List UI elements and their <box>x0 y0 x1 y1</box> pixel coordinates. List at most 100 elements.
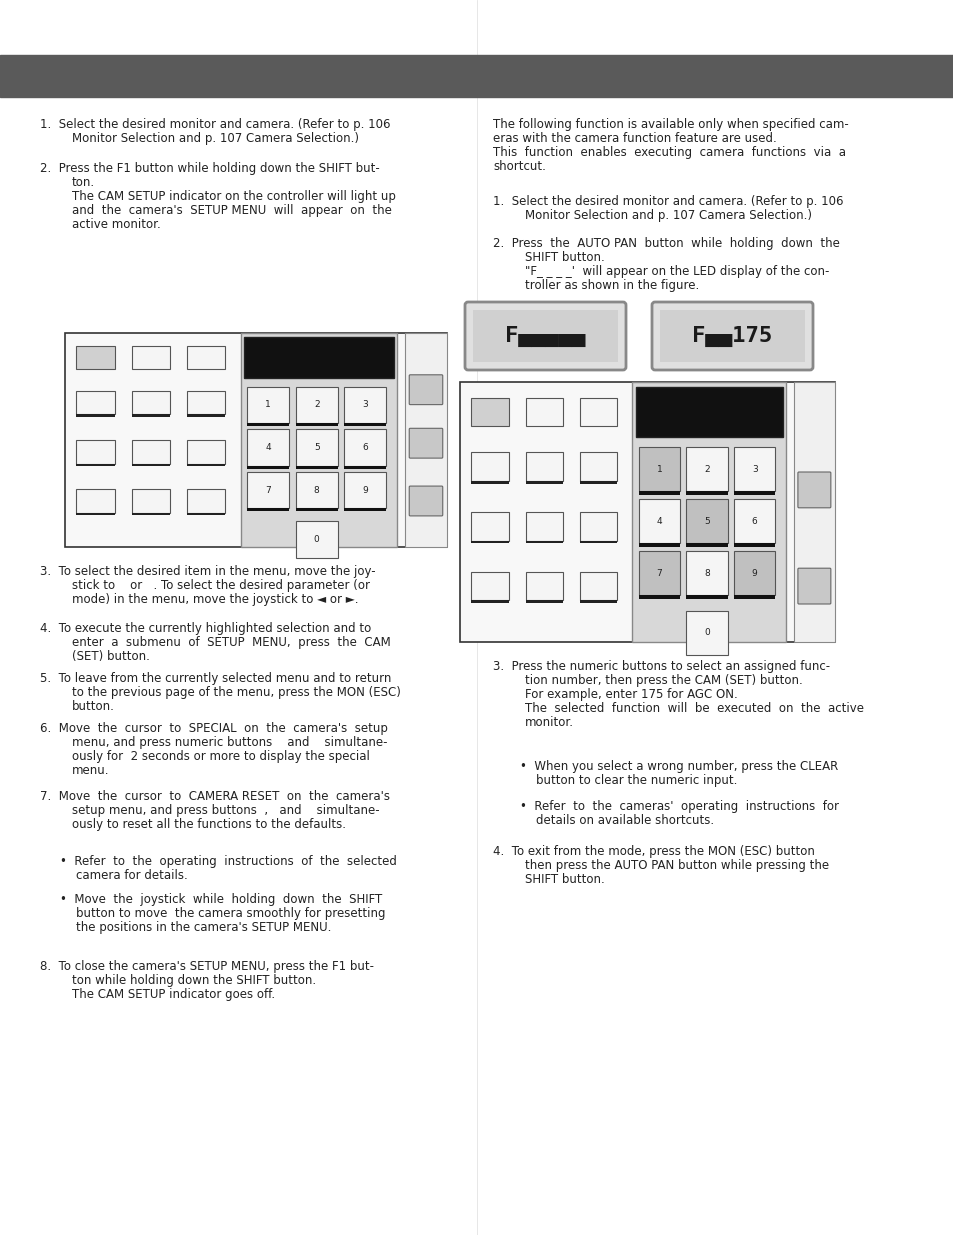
Text: eras with the camera function feature are used.: eras with the camera function feature ar… <box>493 132 776 144</box>
Bar <box>685 499 727 543</box>
Text: •  When you select a wrong number, press the CLEAR: • When you select a wrong number, press … <box>519 760 838 773</box>
Bar <box>132 390 170 414</box>
Bar <box>685 611 727 655</box>
Bar <box>579 513 617 541</box>
Bar <box>685 492 727 495</box>
Text: 2: 2 <box>703 464 709 473</box>
Text: The CAM SETUP indicator on the controller will light up: The CAM SETUP indicator on the controlle… <box>71 190 395 203</box>
FancyBboxPatch shape <box>409 374 442 405</box>
Bar <box>525 398 562 426</box>
Bar <box>579 541 617 543</box>
Bar <box>638 595 679 599</box>
Bar <box>733 499 775 543</box>
Bar <box>525 480 562 484</box>
Bar <box>733 543 775 547</box>
Bar <box>132 414 170 416</box>
Text: 4.  To exit from the mode, press the MON (ESC) button: 4. To exit from the mode, press the MON … <box>493 845 814 858</box>
Text: 8: 8 <box>703 568 709 578</box>
Text: button to move  the camera smoothly for presetting: button to move the camera smoothly for p… <box>76 906 385 920</box>
Text: 2.  Press  the  AUTO PAN  button  while  holding  down  the: 2. Press the AUTO PAN button while holdi… <box>493 237 839 249</box>
Bar <box>76 414 114 416</box>
Bar <box>525 572 562 600</box>
Bar <box>685 543 727 547</box>
Bar <box>132 346 170 369</box>
Text: 4.  To execute the currently highlighted selection and to: 4. To execute the currently highlighted … <box>40 622 371 635</box>
Text: •  Move  the  joystick  while  holding  down  the  SHIFT: • Move the joystick while holding down t… <box>60 893 382 906</box>
Bar <box>638 499 679 543</box>
Text: mode) in the menu, move the joystick to ◄ or ►.: mode) in the menu, move the joystick to … <box>71 593 358 606</box>
Text: The  selected  function  will  be  executed  on  the  active: The selected function will be executed o… <box>524 701 863 715</box>
Text: F▄▄175: F▄▄175 <box>692 326 772 347</box>
Bar <box>733 447 775 492</box>
Text: 5: 5 <box>703 516 709 526</box>
Bar <box>187 346 225 369</box>
Text: button.: button. <box>71 700 114 713</box>
Text: "F_ _ _ _'  will appear on the LED display of the con-: "F_ _ _ _' will appear on the LED displa… <box>524 266 828 278</box>
Bar <box>187 489 225 513</box>
Bar <box>240 333 396 547</box>
Text: then press the AUTO PAN button while pressing the: then press the AUTO PAN button while pre… <box>524 860 828 872</box>
Text: The following function is available only when specified cam-: The following function is available only… <box>493 119 848 131</box>
Bar <box>632 382 785 642</box>
Bar <box>132 489 170 513</box>
Bar <box>638 447 679 492</box>
Text: The CAM SETUP indicator goes off.: The CAM SETUP indicator goes off. <box>71 988 274 1002</box>
Bar <box>685 447 727 492</box>
Text: ously to reset all the functions to the defaults.: ously to reset all the functions to the … <box>71 818 346 831</box>
Bar <box>685 595 727 599</box>
Text: 1.  Select the desired monitor and camera. (Refer to p. 106: 1. Select the desired monitor and camera… <box>493 195 842 207</box>
Bar <box>638 551 679 595</box>
Text: 7: 7 <box>656 568 661 578</box>
Text: 6: 6 <box>751 516 757 526</box>
Bar <box>473 310 618 362</box>
Text: 3.  Press the numeric buttons to select an assigned func-: 3. Press the numeric buttons to select a… <box>493 659 829 673</box>
Bar <box>247 422 289 426</box>
Bar <box>635 388 782 437</box>
Bar <box>247 466 289 468</box>
Bar <box>459 382 834 642</box>
Text: 6.  Move  the  cursor  to  SPECIAL  on  the  camera's  setup: 6. Move the cursor to SPECIAL on the cam… <box>40 722 388 735</box>
Bar <box>733 595 775 599</box>
Bar <box>344 387 386 422</box>
Text: troller as shown in the figure.: troller as shown in the figure. <box>524 279 699 291</box>
Text: 5.  To leave from the currently selected menu and to return: 5. To leave from the currently selected … <box>40 672 391 685</box>
Bar <box>344 430 386 466</box>
Bar <box>733 551 775 595</box>
Bar <box>65 333 447 547</box>
Bar <box>405 333 447 547</box>
Text: active monitor.: active monitor. <box>71 219 161 231</box>
Bar <box>344 472 386 509</box>
Text: 3: 3 <box>362 400 368 409</box>
Bar <box>579 480 617 484</box>
Text: SHIFT button.: SHIFT button. <box>524 251 604 264</box>
FancyBboxPatch shape <box>651 303 812 370</box>
Text: 2.  Press the F1 button while holding down the SHIFT but-: 2. Press the F1 button while holding dow… <box>40 162 379 175</box>
Text: 0: 0 <box>314 535 319 543</box>
Bar <box>244 337 394 378</box>
FancyBboxPatch shape <box>409 429 442 458</box>
Bar <box>525 600 562 603</box>
Text: 4: 4 <box>656 516 661 526</box>
Text: to the previous page of the menu, press the MON (ESC): to the previous page of the menu, press … <box>71 685 400 699</box>
Bar <box>0 56 953 98</box>
Bar <box>525 452 562 480</box>
FancyBboxPatch shape <box>464 303 625 370</box>
Text: tion number, then press the CAM (SET) button.: tion number, then press the CAM (SET) bu… <box>524 674 801 687</box>
Text: (SET) button.: (SET) button. <box>71 650 150 663</box>
Bar <box>471 452 508 480</box>
Text: shortcut.: shortcut. <box>493 161 545 173</box>
Bar <box>733 492 775 495</box>
Text: 1.  Select the desired monitor and camera. (Refer to p. 106: 1. Select the desired monitor and camera… <box>40 119 390 131</box>
Text: 5: 5 <box>314 443 319 452</box>
Bar <box>132 513 170 515</box>
Text: ously for  2 seconds or more to display the special: ously for 2 seconds or more to display t… <box>71 750 370 763</box>
Text: SHIFT button.: SHIFT button. <box>524 873 604 885</box>
Bar <box>471 513 508 541</box>
Bar <box>638 543 679 547</box>
Bar <box>525 541 562 543</box>
Bar <box>76 463 114 466</box>
Text: enter  a  submenu  of  SETUP  MENU,  press  the  CAM: enter a submenu of SETUP MENU, press the… <box>71 636 391 650</box>
Text: 9: 9 <box>751 568 757 578</box>
Text: 9: 9 <box>362 485 368 495</box>
Bar <box>344 422 386 426</box>
